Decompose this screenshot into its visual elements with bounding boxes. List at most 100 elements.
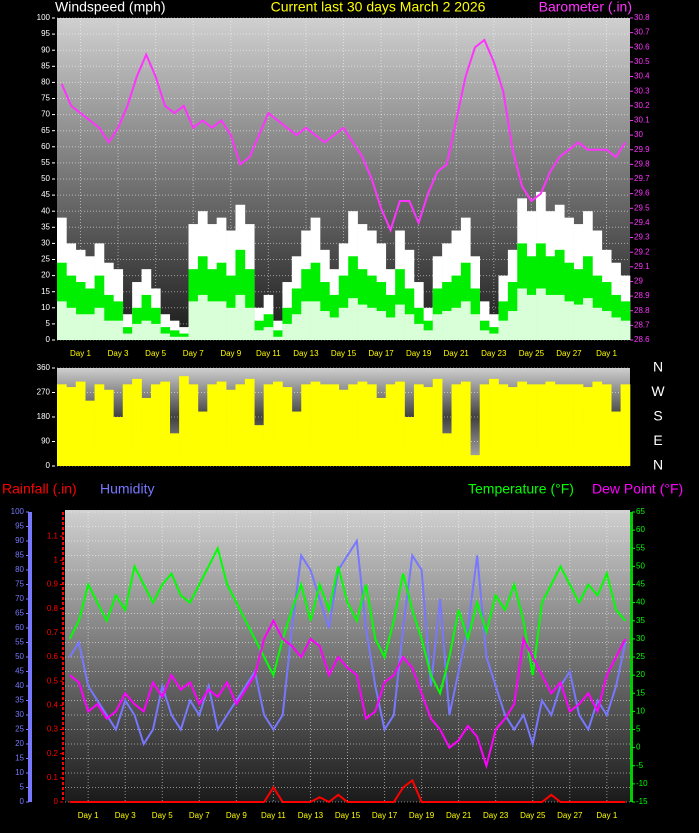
y-tick-label: 15 bbox=[15, 754, 24, 763]
bar bbox=[85, 400, 95, 466]
x-tick-label: Day 11 bbox=[261, 811, 286, 820]
y-tick-label: 20 bbox=[15, 739, 24, 748]
y3-tick-label: 1.1 bbox=[47, 531, 59, 540]
x-tick-label: Day 17 bbox=[372, 811, 398, 820]
bar bbox=[169, 330, 180, 340]
bar bbox=[583, 298, 593, 340]
y-tick-label: 75 bbox=[15, 580, 24, 589]
direction-label: W bbox=[651, 383, 665, 399]
bar bbox=[197, 411, 208, 466]
y-tick-label: 60 bbox=[15, 623, 24, 632]
y-tick-label: 65 bbox=[41, 126, 50, 135]
bar bbox=[150, 384, 161, 466]
bar bbox=[132, 378, 142, 466]
y2-tick-label: 30.2 bbox=[634, 101, 650, 110]
y2-tick-label: 10 bbox=[636, 706, 645, 715]
y-tick-label: 90 bbox=[41, 45, 50, 54]
bar bbox=[357, 381, 368, 466]
y-tick-label: 0 bbox=[46, 335, 51, 344]
y3-tick-label: 0.2 bbox=[47, 749, 59, 758]
y2-tick-label: 5 bbox=[636, 725, 641, 734]
bar bbox=[66, 387, 77, 466]
bar bbox=[592, 307, 603, 340]
bar bbox=[432, 378, 443, 466]
y2-tick-label: 28.9 bbox=[634, 291, 650, 300]
y2-tick-label: 30.1 bbox=[634, 116, 650, 125]
bar bbox=[310, 381, 321, 466]
y3-tick-label: 0.8 bbox=[47, 604, 59, 613]
bar bbox=[75, 381, 86, 466]
y-tick-label: 70 bbox=[15, 594, 24, 603]
x-tick-label: Day 21 bbox=[446, 811, 472, 820]
legend-entry: Dew Point (°F) bbox=[592, 481, 683, 497]
bar bbox=[357, 304, 368, 340]
y-tick-label: 70 bbox=[41, 110, 50, 119]
y2-tick-label: 55 bbox=[636, 543, 645, 552]
bar bbox=[216, 381, 227, 466]
y-tick-label: 45 bbox=[15, 667, 24, 676]
y3-tick-label: 0.9 bbox=[47, 580, 59, 589]
y-tick-label: 55 bbox=[15, 638, 24, 647]
y-tick-label: 20 bbox=[41, 271, 50, 280]
bar bbox=[301, 384, 311, 466]
bar bbox=[507, 387, 518, 466]
legend-entry: Temperature (°F) bbox=[468, 481, 574, 497]
y-tick-label: 90 bbox=[41, 437, 50, 446]
bar bbox=[404, 417, 415, 466]
bar bbox=[413, 384, 424, 466]
bar bbox=[385, 384, 396, 466]
y2-tick-label: 29.7 bbox=[634, 174, 650, 183]
y2-tick-label: 30.7 bbox=[634, 28, 650, 37]
y-tick-label: 80 bbox=[41, 78, 50, 87]
y-tick-label: 50 bbox=[15, 652, 24, 661]
bar bbox=[282, 323, 293, 340]
y2-tick-label: 30.5 bbox=[634, 57, 650, 66]
bar bbox=[376, 397, 387, 466]
bar bbox=[57, 301, 67, 340]
bar bbox=[282, 387, 293, 466]
x-tick-label: Day 19 bbox=[409, 811, 435, 820]
bar bbox=[489, 333, 499, 340]
y2-tick-label: 29.9 bbox=[634, 145, 650, 154]
x-tick-label: Day 1 bbox=[78, 811, 99, 820]
x-tick-label: Day 23 bbox=[481, 349, 507, 358]
line bbox=[68, 618, 627, 770]
y-tick-label: 80 bbox=[15, 565, 24, 574]
bar bbox=[442, 311, 452, 340]
bar bbox=[385, 317, 396, 340]
bar bbox=[197, 294, 208, 340]
bar bbox=[207, 384, 217, 466]
bar bbox=[564, 384, 574, 466]
x-tick-label: Day 1 bbox=[596, 811, 617, 820]
bar bbox=[564, 301, 574, 340]
bar bbox=[122, 384, 133, 466]
x-tick-label: Day 3 bbox=[115, 811, 136, 820]
y3-tick-label: 0.4 bbox=[47, 700, 59, 709]
bar bbox=[404, 314, 415, 340]
y-tick-label: 95 bbox=[15, 522, 24, 531]
bar bbox=[85, 314, 95, 340]
bar bbox=[554, 294, 565, 340]
bar bbox=[526, 294, 537, 340]
y3-tick-label: 0 bbox=[54, 797, 59, 806]
direction-label: N bbox=[653, 359, 663, 375]
bar bbox=[244, 269, 255, 340]
bar bbox=[573, 384, 584, 466]
line bbox=[69, 778, 626, 804]
bar bbox=[498, 384, 509, 466]
bar bbox=[94, 384, 105, 466]
bar bbox=[226, 389, 236, 466]
y2-tick-label: 15 bbox=[636, 688, 645, 697]
bar bbox=[489, 378, 499, 466]
legend-entry: Humidity bbox=[100, 481, 154, 497]
x-tick-label: Day 13 bbox=[293, 349, 319, 358]
bar bbox=[395, 381, 405, 466]
y-tick-label: 45 bbox=[41, 190, 50, 199]
y2-tick-label: 0 bbox=[636, 743, 641, 752]
y2-tick-label: -10 bbox=[636, 779, 648, 788]
y2-tick-label: 28.7 bbox=[634, 320, 650, 329]
bar bbox=[601, 311, 612, 340]
x-tick-label: Day 9 bbox=[220, 349, 241, 358]
y-tick-label: 90 bbox=[15, 536, 24, 545]
bar bbox=[273, 330, 283, 340]
